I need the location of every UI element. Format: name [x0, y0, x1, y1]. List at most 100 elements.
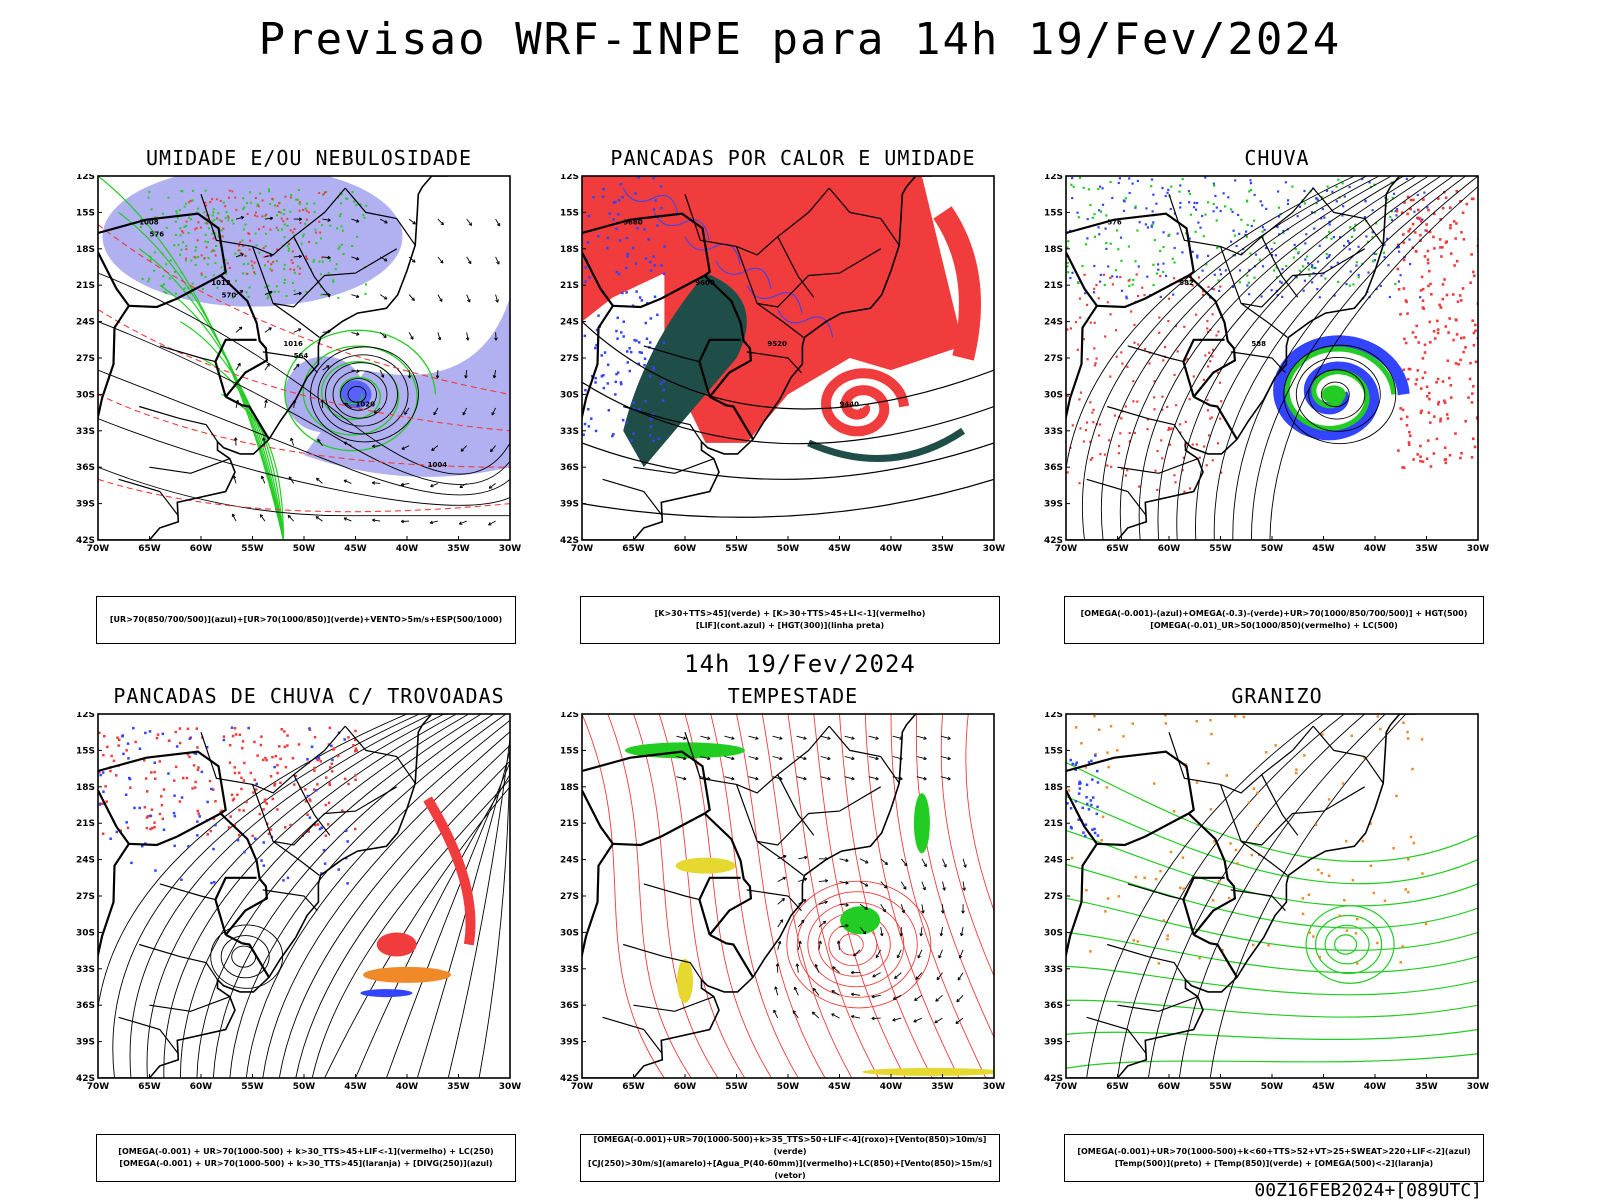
red-rain-dots	[1427, 439, 1430, 442]
latitude-label: 24S	[560, 856, 579, 866]
hail-blue-dots	[1084, 835, 1087, 838]
omega-green-dots	[1094, 236, 1096, 238]
green-dots	[211, 233, 213, 235]
divergence-dots	[330, 745, 333, 748]
red-dots	[299, 268, 301, 270]
green-dots	[170, 260, 172, 262]
divergence-dots	[181, 796, 184, 799]
omega-blue-dots	[1350, 270, 1352, 272]
lifted-index-contour	[588, 425, 591, 428]
green-dots	[154, 251, 156, 253]
omega-blue-dots	[1194, 202, 1196, 204]
omega-green-dots	[1216, 219, 1218, 221]
divergence-dots	[167, 772, 170, 775]
green-dots	[302, 235, 304, 237]
red-rain-dots	[1159, 275, 1161, 277]
omega-green-dots	[1246, 200, 1248, 202]
red-rain-dots	[1444, 446, 1447, 449]
green-dots	[258, 252, 260, 254]
red-rain-dots	[1424, 255, 1427, 258]
red-rain-dots	[1426, 395, 1429, 398]
red-rain-dots	[1193, 375, 1195, 377]
green-dots	[248, 296, 250, 298]
latitude-label: 12S	[76, 174, 95, 182]
red-rain-dots	[1437, 403, 1440, 406]
omega500-dots	[1328, 875, 1331, 878]
panel-title: UMIDADE E/OU NEBULOSIDADE	[74, 146, 544, 170]
green-dots	[283, 282, 285, 284]
red-rain-dots	[1173, 474, 1175, 476]
omega-green-dots	[1383, 252, 1385, 254]
red-rain-dots	[1420, 289, 1423, 292]
panel-title: PANCADAS DE CHUVA C/ TROVOADAS	[74, 684, 544, 708]
omega-green-dots	[1156, 273, 1158, 275]
red-rain-dots	[1136, 273, 1138, 275]
red-storm-dots	[331, 763, 334, 766]
omega500-dots	[1133, 939, 1136, 942]
hail-blue-dots	[1097, 834, 1100, 837]
divergence-dots	[331, 759, 334, 762]
red-dots	[299, 201, 301, 203]
red-dots	[185, 248, 187, 250]
red-dots	[315, 232, 317, 234]
red-storm-dots	[127, 827, 130, 830]
hail-blue-dots	[1070, 759, 1073, 762]
omega-blue-dots	[1316, 288, 1318, 290]
longitude-label: 70W	[1055, 1082, 1078, 1092]
omega-blue-dots	[1389, 296, 1391, 298]
red-dots	[216, 217, 218, 219]
red-rain-dots	[1420, 220, 1423, 223]
red-rain-dots	[1474, 446, 1477, 449]
latitude-label: 33S	[76, 965, 95, 975]
red-rain-dots	[1138, 486, 1140, 488]
green-dots	[225, 217, 227, 219]
latitude-label: 39S	[1044, 500, 1063, 510]
green-dots	[283, 268, 285, 270]
red-rain-dots	[1460, 452, 1463, 455]
red-storm-dots	[270, 775, 273, 778]
green-dots	[290, 194, 292, 196]
red-rain-dots	[1211, 416, 1213, 418]
red-rain-dots	[1092, 421, 1094, 423]
divergence-dots	[154, 869, 157, 872]
omega-blue-dots	[1129, 192, 1131, 194]
red-storm-dots	[320, 760, 323, 763]
omega-blue-dots	[1181, 251, 1183, 253]
omega-blue-dots	[1137, 180, 1139, 182]
red-rain-dots	[1128, 280, 1130, 282]
green-dots	[247, 263, 249, 265]
lifted-index-contour	[594, 347, 597, 350]
omega-blue-dots	[1152, 210, 1154, 212]
red-rain-dots	[1067, 471, 1069, 473]
omega-blue-dots	[1147, 226, 1149, 228]
red-rain-dots	[1108, 439, 1110, 441]
red-dots	[228, 217, 230, 219]
omega-green-dots	[1110, 243, 1112, 245]
lifted-index-contour	[638, 408, 641, 411]
red-storm-area	[377, 933, 417, 957]
green-dots	[340, 202, 342, 204]
red-storm-dots	[232, 799, 235, 802]
omega500-dots	[1295, 768, 1298, 771]
red-rain-dots	[1408, 368, 1411, 371]
red-dots	[224, 205, 226, 207]
red-rain-dots	[1094, 322, 1096, 324]
red-rain-dots	[1144, 348, 1146, 350]
red-dots	[324, 191, 326, 193]
omega500-dots	[1295, 772, 1298, 775]
lifted-index-contour	[584, 280, 587, 283]
contour-label: 1012	[211, 279, 231, 287]
divergence-dots	[144, 732, 147, 735]
lifted-index-contour	[601, 375, 604, 378]
green-dots	[276, 214, 278, 216]
omega-green-dots	[1349, 285, 1351, 287]
red-rain-dots	[1086, 304, 1088, 306]
omega-blue-dots	[1423, 192, 1425, 194]
omega500-dots	[1107, 897, 1110, 900]
longitude-label: 45W	[1312, 544, 1335, 554]
omega-blue-dots	[1249, 179, 1251, 181]
omega500-dots	[1107, 766, 1110, 769]
green-dots	[281, 229, 283, 231]
valid-time-title: 14h 19/Fev/2024	[0, 650, 1600, 678]
red-rain-dots	[1455, 222, 1458, 225]
